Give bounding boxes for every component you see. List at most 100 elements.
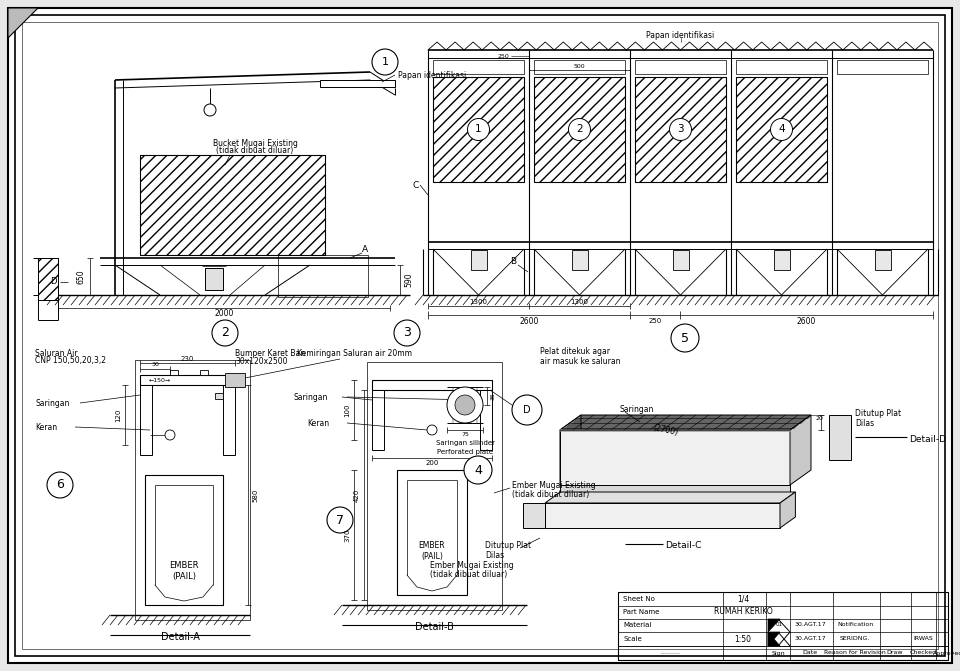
Text: Saringan silinder: Saringan silinder xyxy=(436,440,494,446)
Text: 20: 20 xyxy=(816,415,824,421)
Text: EMBER: EMBER xyxy=(169,560,199,570)
Circle shape xyxy=(512,395,542,425)
Bar xyxy=(200,370,208,375)
Bar xyxy=(470,250,487,270)
Text: Sign: Sign xyxy=(771,650,785,656)
Text: Detail-C: Detail-C xyxy=(665,541,702,550)
Text: CNP 150,50,20,3,2: CNP 150,50,20,3,2 xyxy=(35,356,106,366)
Text: 2600: 2600 xyxy=(797,317,816,325)
Circle shape xyxy=(47,472,73,498)
Text: Approved: Approved xyxy=(933,650,960,656)
Text: 30.AGT.17: 30.AGT.17 xyxy=(794,637,826,641)
Text: Part Name: Part Name xyxy=(623,609,660,615)
Bar xyxy=(635,77,726,182)
Text: Scale: Scale xyxy=(623,636,641,642)
Text: 5: 5 xyxy=(681,331,689,344)
Bar xyxy=(225,373,245,387)
Text: ..........: .......... xyxy=(660,650,680,656)
Text: Dilas: Dilas xyxy=(855,419,875,427)
Bar xyxy=(397,470,467,595)
Polygon shape xyxy=(560,415,811,430)
Text: Pelat ditekuk agar: Pelat ditekuk agar xyxy=(540,348,610,356)
Bar xyxy=(618,592,948,660)
Bar xyxy=(372,390,384,450)
Text: ←150→: ←150→ xyxy=(149,378,171,382)
Text: Ditutup Plat: Ditutup Plat xyxy=(485,541,531,550)
Text: (tidak dibuat diluar): (tidak dibuat diluar) xyxy=(216,146,294,156)
Bar xyxy=(635,77,726,182)
Text: Sheet No: Sheet No xyxy=(623,596,655,602)
Bar xyxy=(140,155,325,255)
Polygon shape xyxy=(523,503,545,528)
Bar xyxy=(38,258,58,300)
Bar xyxy=(433,77,524,182)
Text: 100: 100 xyxy=(344,403,350,417)
Bar xyxy=(140,375,235,385)
Text: 30: 30 xyxy=(151,362,159,368)
Text: Checked: Checked xyxy=(909,650,937,656)
Polygon shape xyxy=(768,632,780,646)
Text: 4: 4 xyxy=(779,125,785,134)
Text: 1: 1 xyxy=(475,125,482,134)
Text: air masuk ke saluran: air masuk ke saluran xyxy=(540,358,620,366)
Text: Bucket Mugai Existing: Bucket Mugai Existing xyxy=(212,138,298,148)
Text: Detail-A: Detail-A xyxy=(160,632,200,642)
Text: 650: 650 xyxy=(77,269,86,284)
Text: 30.AGT.17: 30.AGT.17 xyxy=(794,623,826,627)
Circle shape xyxy=(204,104,216,116)
Bar xyxy=(534,77,625,182)
Text: Kemiringan Saluran air 20mm: Kemiringan Saluran air 20mm xyxy=(297,348,412,358)
Bar xyxy=(736,60,827,74)
Circle shape xyxy=(372,49,398,75)
Circle shape xyxy=(427,425,437,435)
Text: 1300: 1300 xyxy=(570,299,588,305)
Circle shape xyxy=(771,119,793,140)
Bar xyxy=(170,370,178,375)
Polygon shape xyxy=(768,632,780,646)
Bar xyxy=(736,77,827,182)
Bar xyxy=(215,393,223,399)
Text: 1/4: 1/4 xyxy=(737,595,749,603)
Text: 250: 250 xyxy=(497,54,509,58)
Circle shape xyxy=(447,387,483,423)
Polygon shape xyxy=(8,8,38,38)
Text: 01: 01 xyxy=(776,621,783,627)
Text: RUMAH KERIKO: RUMAH KERIKO xyxy=(713,607,773,617)
Text: 4: 4 xyxy=(474,464,482,476)
Bar xyxy=(534,77,625,182)
Circle shape xyxy=(464,456,492,484)
Bar xyxy=(571,250,588,270)
Text: Ember Mugai Existing: Ember Mugai Existing xyxy=(512,480,595,490)
Bar xyxy=(433,60,524,74)
Text: Ditutup Plat: Ditutup Plat xyxy=(855,409,901,417)
Text: Dilas: Dilas xyxy=(485,552,504,560)
Bar xyxy=(534,60,625,74)
Text: 2: 2 xyxy=(576,125,583,134)
Polygon shape xyxy=(829,415,851,460)
Text: IRWAS: IRWAS xyxy=(913,637,933,641)
Bar xyxy=(140,385,152,455)
Text: 7: 7 xyxy=(336,513,344,527)
Text: 1300: 1300 xyxy=(469,299,488,305)
Bar xyxy=(635,60,726,74)
Bar xyxy=(278,255,368,297)
Bar xyxy=(673,250,688,270)
Text: (PAIL): (PAIL) xyxy=(172,572,196,582)
Polygon shape xyxy=(560,430,790,485)
Text: (tidak dibuat diluar): (tidak dibuat diluar) xyxy=(512,491,589,499)
Text: Bumper Karet Ban: Bumper Karet Ban xyxy=(235,348,305,358)
Text: 2000: 2000 xyxy=(214,309,233,317)
Bar xyxy=(135,360,250,620)
Text: Detail-B: Detail-B xyxy=(415,622,454,632)
Text: 6: 6 xyxy=(56,478,64,491)
Bar xyxy=(145,475,223,605)
Text: D: D xyxy=(51,278,57,287)
Text: C: C xyxy=(413,180,420,189)
Bar xyxy=(38,258,58,300)
Bar xyxy=(205,268,223,290)
Bar xyxy=(433,77,524,182)
Circle shape xyxy=(669,119,691,140)
Text: Saluran Air: Saluran Air xyxy=(35,348,78,358)
Bar xyxy=(480,390,492,450)
Text: (PAIL): (PAIL) xyxy=(421,552,443,562)
